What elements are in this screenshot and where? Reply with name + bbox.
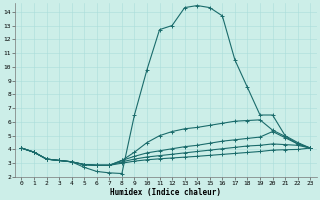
X-axis label: Humidex (Indice chaleur): Humidex (Indice chaleur) <box>110 188 221 197</box>
